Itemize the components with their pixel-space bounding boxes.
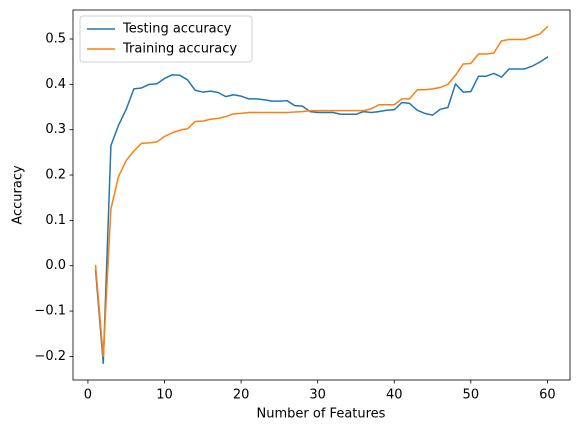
plot-frame bbox=[72, 9, 571, 381]
x-tick-label: 40 bbox=[386, 388, 403, 403]
legend-label: Training accuracy bbox=[122, 42, 237, 57]
y-tick-label: −0.2 bbox=[34, 349, 66, 364]
y-tick-label: 0.2 bbox=[45, 168, 66, 183]
y-tick-label: 0.0 bbox=[45, 258, 66, 273]
x-tick-label: 30 bbox=[309, 388, 326, 403]
y-tick-label: −0.1 bbox=[34, 304, 66, 319]
legend-label: Testing accuracy bbox=[122, 22, 232, 37]
line-series bbox=[94, 25, 549, 358]
x-axis-label: Number of Features bbox=[257, 407, 386, 422]
x-tick-label: 20 bbox=[233, 388, 250, 403]
x-tick-label: 50 bbox=[463, 388, 480, 403]
x-tick-label: 0 bbox=[84, 388, 92, 403]
legend-box bbox=[79, 15, 253, 63]
y-tick-label: 0.1 bbox=[45, 213, 66, 228]
y-axis-label: Accuracy bbox=[11, 165, 26, 225]
y-tick-label: 0.4 bbox=[45, 77, 66, 92]
line-series bbox=[94, 56, 549, 364]
y-tick-label: 0.3 bbox=[45, 122, 66, 137]
y-tick-label: 0.5 bbox=[45, 32, 66, 47]
x-tick-label: 60 bbox=[539, 388, 556, 403]
x-tick-label: 10 bbox=[156, 388, 173, 403]
